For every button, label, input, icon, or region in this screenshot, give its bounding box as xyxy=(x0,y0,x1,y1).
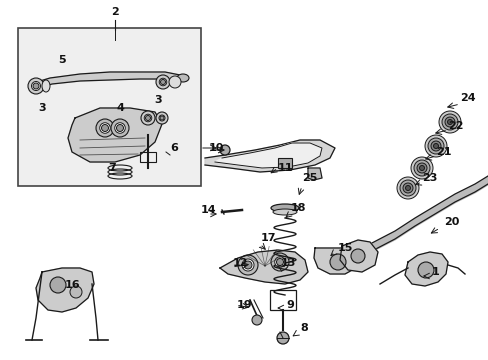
Ellipse shape xyxy=(177,74,189,82)
Text: 17: 17 xyxy=(260,233,275,243)
Text: 13: 13 xyxy=(280,258,295,268)
Circle shape xyxy=(251,315,262,325)
Circle shape xyxy=(396,177,418,199)
Polygon shape xyxy=(404,252,447,286)
Circle shape xyxy=(447,120,451,125)
Polygon shape xyxy=(215,143,321,168)
Text: 14: 14 xyxy=(200,205,215,215)
Circle shape xyxy=(50,277,66,293)
Circle shape xyxy=(70,286,82,298)
Circle shape xyxy=(276,258,283,266)
Circle shape xyxy=(419,166,424,171)
Text: 7: 7 xyxy=(108,163,116,173)
Text: 9: 9 xyxy=(285,300,293,310)
Circle shape xyxy=(115,123,125,133)
Text: 8: 8 xyxy=(300,323,307,333)
Circle shape xyxy=(441,114,457,130)
Circle shape xyxy=(28,78,44,94)
Text: 16: 16 xyxy=(64,280,80,290)
Circle shape xyxy=(159,78,166,86)
Text: 2: 2 xyxy=(111,7,119,17)
Text: 11: 11 xyxy=(277,163,292,173)
Circle shape xyxy=(413,160,429,176)
Circle shape xyxy=(96,119,114,137)
Circle shape xyxy=(405,185,409,190)
Circle shape xyxy=(169,76,181,88)
Text: 22: 22 xyxy=(447,121,463,131)
Circle shape xyxy=(31,81,41,90)
Circle shape xyxy=(144,114,151,122)
Circle shape xyxy=(410,157,432,179)
Circle shape xyxy=(116,125,123,131)
Text: 12: 12 xyxy=(232,258,247,268)
Text: 19: 19 xyxy=(237,300,252,310)
Polygon shape xyxy=(339,240,377,272)
Text: 3: 3 xyxy=(38,103,46,113)
Text: 3: 3 xyxy=(154,95,162,105)
Text: 18: 18 xyxy=(290,203,305,213)
Circle shape xyxy=(424,135,446,157)
Circle shape xyxy=(159,115,164,121)
Circle shape xyxy=(350,249,364,263)
Text: 10: 10 xyxy=(208,143,223,153)
Text: 25: 25 xyxy=(302,173,317,183)
Circle shape xyxy=(329,254,346,270)
Circle shape xyxy=(244,261,251,269)
Circle shape xyxy=(141,111,155,125)
Circle shape xyxy=(156,112,168,124)
Circle shape xyxy=(402,183,412,193)
Circle shape xyxy=(145,116,150,121)
Polygon shape xyxy=(307,168,321,180)
Polygon shape xyxy=(36,268,94,312)
Circle shape xyxy=(276,332,288,344)
Circle shape xyxy=(270,253,288,271)
Ellipse shape xyxy=(270,204,298,212)
Polygon shape xyxy=(30,72,184,90)
Bar xyxy=(18,28,201,186)
Polygon shape xyxy=(313,248,357,274)
Bar xyxy=(140,152,156,162)
Text: 20: 20 xyxy=(444,217,459,227)
Circle shape xyxy=(33,83,39,89)
Text: 21: 21 xyxy=(435,147,451,157)
Text: 15: 15 xyxy=(337,243,352,253)
Circle shape xyxy=(427,138,443,154)
Circle shape xyxy=(111,119,129,137)
Circle shape xyxy=(160,116,163,120)
Circle shape xyxy=(399,180,415,196)
Text: 24: 24 xyxy=(459,93,475,103)
Circle shape xyxy=(438,111,460,133)
Circle shape xyxy=(160,80,165,85)
Circle shape xyxy=(102,125,108,131)
Text: 4: 4 xyxy=(116,103,123,113)
Circle shape xyxy=(430,141,440,151)
Circle shape xyxy=(156,75,170,89)
Text: 23: 23 xyxy=(422,173,437,183)
Polygon shape xyxy=(68,108,162,162)
Bar xyxy=(278,158,291,168)
Circle shape xyxy=(416,163,426,173)
Text: 5: 5 xyxy=(58,55,66,65)
Polygon shape xyxy=(204,140,334,172)
Ellipse shape xyxy=(272,209,296,215)
Circle shape xyxy=(100,123,110,133)
Circle shape xyxy=(417,262,433,278)
Polygon shape xyxy=(220,250,307,284)
Circle shape xyxy=(274,257,285,267)
Circle shape xyxy=(220,145,229,155)
Ellipse shape xyxy=(42,80,50,92)
Text: 1: 1 xyxy=(431,267,439,277)
Circle shape xyxy=(242,259,253,271)
Circle shape xyxy=(238,255,258,275)
Bar xyxy=(269,290,295,310)
Circle shape xyxy=(433,144,438,148)
Circle shape xyxy=(444,117,454,127)
Text: 6: 6 xyxy=(170,143,178,153)
